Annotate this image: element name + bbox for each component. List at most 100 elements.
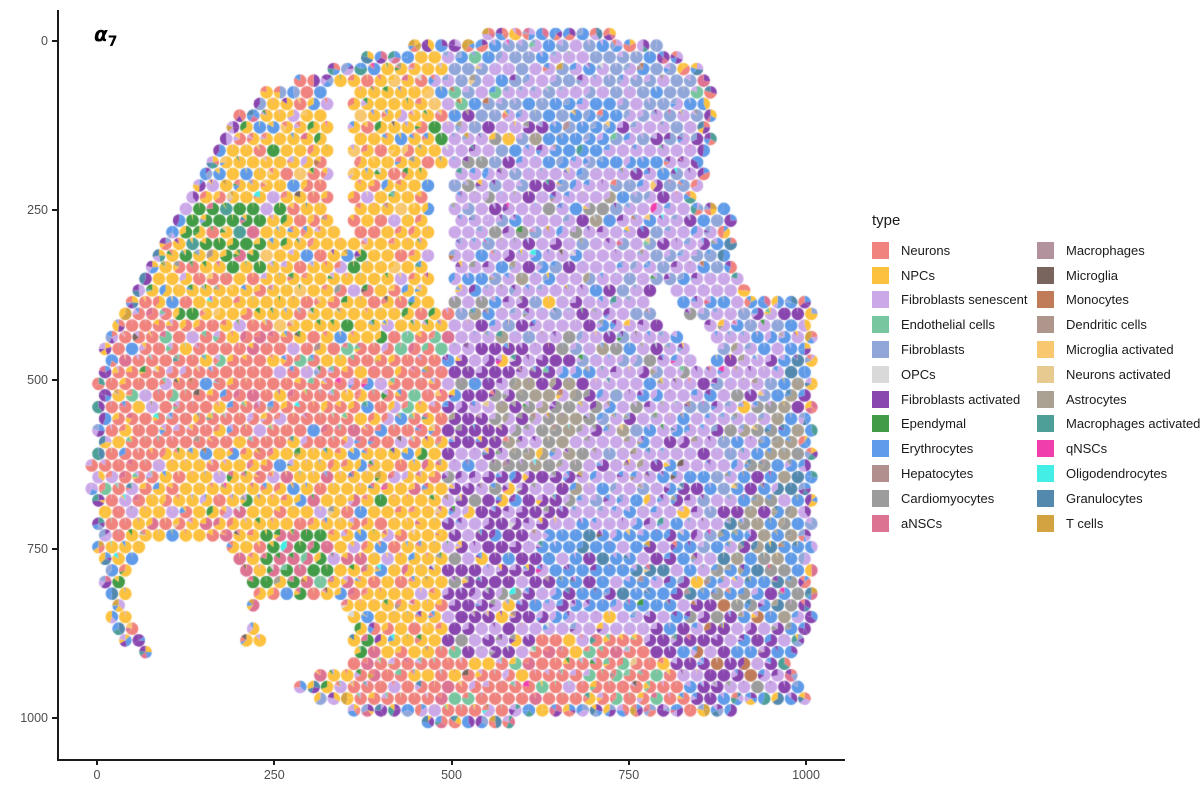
legend-item: T cells	[1037, 511, 1202, 536]
x-tick-label: 0	[93, 768, 101, 782]
legend-swatch	[872, 341, 889, 359]
legend-title: type	[872, 212, 901, 229]
legend-item: aNSCs	[872, 511, 1037, 536]
legend-swatch	[872, 489, 889, 507]
x-axis-tick	[96, 760, 98, 765]
legend-item: Monocytes	[1037, 288, 1202, 313]
legend-item: Microglia activated	[1037, 337, 1202, 362]
legend-swatch	[872, 514, 889, 532]
plot-title-main: α	[94, 22, 108, 46]
legend-swatch	[1037, 341, 1054, 359]
legend-label: Macrophages activated	[1066, 416, 1201, 432]
legend: type Neurons NPCs Fibroblasts senescent End…	[872, 212, 1202, 536]
legend-item: NPCs	[872, 263, 1037, 288]
x-axis-tick	[273, 760, 276, 765]
legend-swatch	[1037, 489, 1054, 507]
y-axis-line	[57, 10, 59, 760]
legend-label: Microglia	[1066, 267, 1119, 283]
legend-label: OPCs	[901, 366, 936, 382]
legend-label: NPCs	[901, 267, 935, 283]
legend-item: OPCs	[872, 362, 1037, 387]
legend-item: Fibroblasts	[872, 337, 1037, 362]
plot-title-subscript: 7	[107, 34, 118, 50]
legend-label: Neurons activated	[1066, 366, 1171, 382]
legend-item: Neurons	[872, 238, 1037, 263]
legend-item: Astrocytes	[1037, 387, 1202, 412]
legend-label: T cells	[1066, 515, 1104, 531]
y-tick-label: 0	[41, 34, 48, 48]
legend-swatch	[1037, 266, 1054, 284]
y-axis-tick	[52, 378, 57, 381]
legend-item: Dendritic cells	[1037, 312, 1202, 337]
legend-swatch	[1037, 291, 1054, 309]
legend-item: Hepatocytes	[872, 461, 1037, 486]
y-tick-label: 1000	[20, 711, 48, 725]
legend-label: Dendritic cells	[1066, 317, 1147, 333]
legend-swatch	[872, 241, 889, 259]
legend-label: Endothelial cells	[901, 317, 995, 333]
legend-swatch	[872, 390, 889, 408]
x-tick-label: 250	[263, 768, 285, 782]
legend-swatch	[872, 415, 889, 433]
legend-item: Fibroblasts activated	[872, 387, 1037, 412]
x-tick-label: 750	[618, 768, 640, 782]
legend-swatch	[872, 440, 889, 458]
legend-swatch	[872, 365, 889, 383]
legend-label: Erythrocytes	[901, 441, 974, 457]
x-tick-label: 1000	[792, 768, 820, 782]
legend-column-2: Macrophages Microglia Monocytes Dendritic c…	[1037, 238, 1202, 536]
spatial-scatterpie-canvas	[0, 0, 870, 796]
legend-swatch	[1037, 440, 1054, 458]
x-tick-label: 500	[441, 768, 462, 782]
legend-swatch	[1037, 514, 1054, 532]
y-tick-label: 750	[27, 541, 48, 556]
legend-label: Fibroblasts senescent	[901, 292, 1028, 308]
legend-swatch	[1037, 365, 1054, 383]
legend-item: qNSCs	[1037, 436, 1202, 461]
legend-swatch	[1037, 241, 1054, 259]
legend-swatch	[1037, 316, 1054, 334]
legend-label: Monocytes	[1066, 292, 1129, 308]
plot-title: α7	[94, 22, 118, 50]
legend-item: Macrophages	[1037, 238, 1202, 263]
legend-label: Ependymal	[901, 416, 967, 432]
legend-item: Ependymal	[872, 412, 1037, 437]
x-axis-tick	[805, 760, 807, 765]
legend-label: Granulocytes	[1066, 490, 1143, 506]
legend-swatch	[872, 266, 889, 284]
legend-item: Endothelial cells	[872, 312, 1037, 337]
legend-columns: Neurons NPCs Fibroblasts senescent Endothel…	[872, 238, 1202, 536]
legend-label: Hepatocytes	[901, 466, 974, 482]
x-axis-tick	[627, 760, 630, 765]
legend-item: Oligodendrocytes	[1037, 461, 1202, 486]
legend-label: Fibroblasts activated	[901, 391, 1021, 407]
legend-swatch	[872, 465, 889, 483]
legend-swatch	[872, 316, 889, 334]
legend-label: Neurons	[901, 242, 951, 258]
legend-swatch	[1037, 465, 1054, 483]
legend-item: Neurons activated	[1037, 362, 1202, 387]
y-axis-tick	[52, 40, 57, 42]
legend-label: Astrocytes	[1066, 391, 1127, 407]
legend-swatch	[872, 291, 889, 309]
y-axis-tick	[52, 717, 57, 719]
y-axis-tick	[52, 547, 57, 550]
legend-item: Microglia	[1037, 263, 1202, 288]
y-tick-label: 250	[27, 203, 48, 218]
legend-swatch	[1037, 415, 1054, 433]
legend-item: Macrophages activated	[1037, 412, 1202, 437]
legend-label: aNSCs	[901, 515, 943, 531]
legend-label: Fibroblasts	[901, 342, 965, 358]
legend-label: qNSCs	[1066, 441, 1108, 457]
legend-label: Macrophages	[1066, 242, 1145, 258]
legend-item: Granulocytes	[1037, 486, 1202, 511]
y-axis-tick	[52, 209, 57, 212]
legend-swatch	[1037, 390, 1054, 408]
legend-label: Cardiomyocytes	[901, 490, 995, 506]
legend-item: Erythrocytes	[872, 436, 1037, 461]
legend-item: Cardiomyocytes	[872, 486, 1037, 511]
legend-label: Microglia activated	[1066, 342, 1174, 358]
legend-column-1: Neurons NPCs Fibroblasts senescent Endothel…	[872, 238, 1037, 536]
x-axis-tick	[450, 760, 453, 765]
